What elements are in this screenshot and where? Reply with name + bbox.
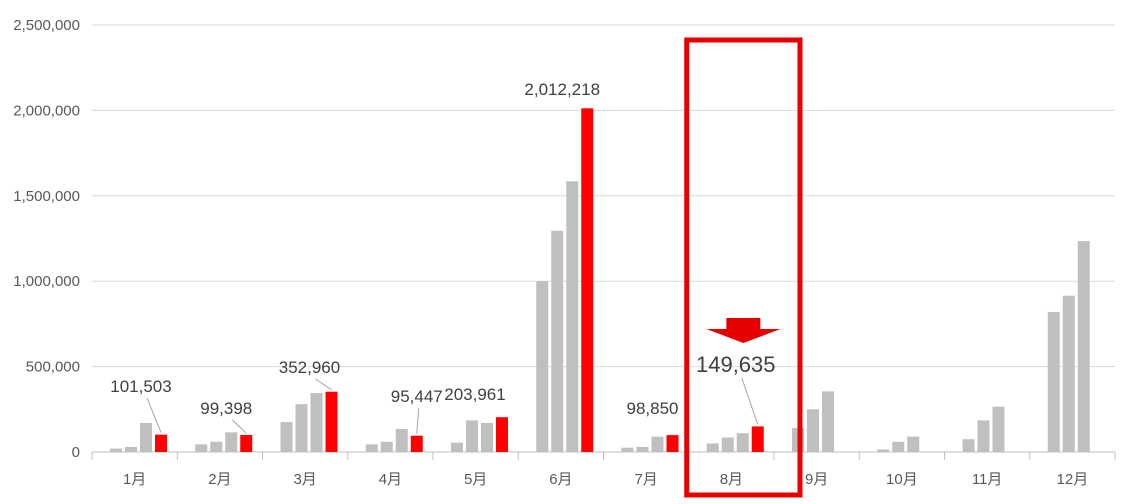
bar-previous-year: [992, 406, 1005, 452]
bar-previous-year: [466, 420, 478, 452]
bar-previous-year: [451, 442, 463, 452]
data-label: 203,961: [444, 385, 505, 404]
bar-previous-year: [481, 422, 493, 452]
data-label-leader: [146, 397, 162, 433]
x-tick-label: 4月: [379, 471, 402, 488]
y-tick-label: 1,000,000: [13, 273, 80, 290]
x-tick-label: 7月: [634, 471, 657, 488]
bar-current-year: [410, 435, 423, 452]
bar-previous-year: [551, 230, 564, 452]
bar-current-year: [751, 426, 764, 452]
bar-previous-year: [1077, 241, 1090, 452]
data-label: 149,635: [696, 352, 776, 377]
x-tick-label: 11月: [972, 471, 1003, 488]
bar-previous-year: [807, 409, 819, 452]
data-label-leader: [416, 407, 420, 434]
bar-current-year: [325, 391, 338, 452]
x-tick-label: 1月: [123, 471, 146, 488]
data-label-leader: [741, 377, 759, 425]
bar-current-year: [155, 434, 167, 452]
bar-previous-year: [1047, 311, 1060, 452]
data-label: 2,012,218: [524, 80, 600, 99]
x-tick-label: 5月: [464, 471, 487, 488]
data-label-leader: [231, 419, 247, 434]
bar-previous-year: [977, 420, 990, 452]
bar-previous-year: [280, 422, 293, 452]
data-label: 99,398: [200, 399, 252, 418]
y-tick-label: 0: [72, 444, 80, 461]
x-tick-label: 6月: [549, 471, 572, 488]
y-tick-label: 2,500,000: [13, 17, 80, 34]
x-tick-label: 2月: [208, 471, 231, 488]
bar-previous-year: [736, 433, 749, 452]
bar-previous-year: [310, 393, 323, 452]
bar-previous-year: [140, 422, 152, 452]
bar-previous-year: [636, 446, 649, 452]
x-tick-label: 10月: [886, 471, 918, 488]
bar-previous-year: [822, 391, 834, 452]
data-label: 352,960: [279, 358, 340, 377]
bar-previous-year: [110, 448, 122, 452]
bar-previous-year: [380, 441, 393, 452]
bar-previous-year: [621, 447, 634, 452]
x-tick-label: 9月: [805, 471, 828, 488]
bar-previous-year: [721, 437, 734, 452]
bar-current-year: [581, 108, 594, 452]
bar-previous-year: [962, 439, 975, 452]
bar-previous-year: [892, 441, 905, 452]
bar-previous-year: [125, 446, 137, 452]
bar-current-year: [240, 435, 253, 452]
data-label-leader: [315, 378, 332, 391]
bar-previous-year: [365, 444, 378, 452]
bar-previous-year: [210, 441, 223, 452]
highlight-box: [684, 37, 803, 498]
x-tick-label: 3月: [293, 471, 316, 488]
y-tick-label: 1,500,000: [13, 188, 80, 205]
bar-previous-year: [651, 436, 664, 452]
y-tick-label: 500,000: [26, 359, 80, 376]
bar-current-year: [496, 417, 508, 452]
x-tick-label: 12月: [1057, 471, 1089, 488]
data-label: 101,503: [110, 377, 171, 396]
bar-previous-year: [536, 281, 549, 452]
bar-previous-year: [907, 436, 920, 452]
bar-current-year: [666, 435, 679, 452]
bar-previous-year: [225, 432, 238, 452]
data-label: 98,850: [627, 399, 679, 418]
y-tick-label: 2,000,000: [13, 102, 80, 119]
data-label: 95,447: [391, 387, 443, 406]
bar-previous-year: [1062, 295, 1075, 452]
bar-previous-year: [195, 444, 208, 452]
bar-previous-year: [706, 443, 719, 452]
down-arrow-icon: [706, 318, 781, 343]
bar-previous-year: [877, 449, 890, 452]
bar-previous-year: [395, 428, 408, 452]
bar-previous-year: [295, 404, 308, 452]
bar-previous-year: [566, 181, 579, 453]
x-tick-label: 8月: [720, 471, 743, 488]
